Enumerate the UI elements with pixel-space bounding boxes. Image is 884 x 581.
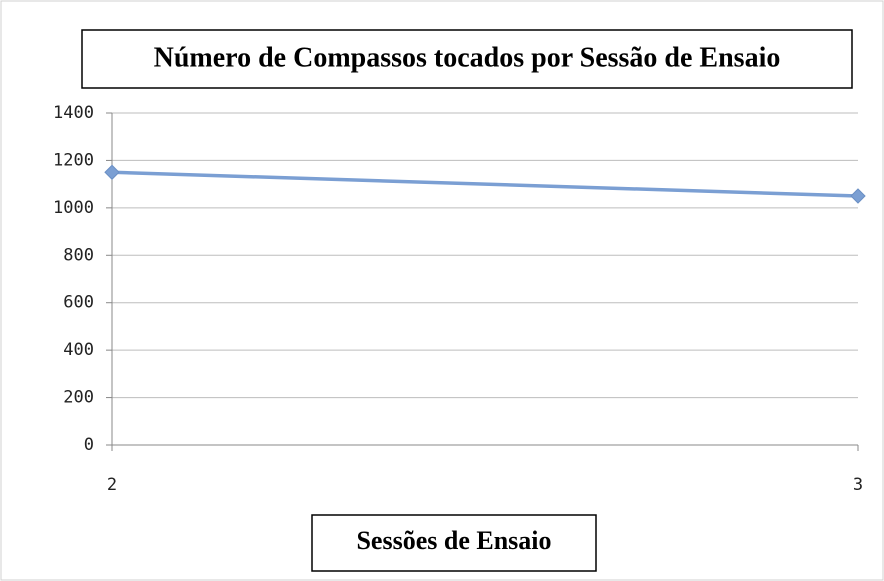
y-tick-label: 0 (84, 435, 94, 455)
y-tick-label: 200 (63, 388, 94, 408)
y-tick-label: 1400 (53, 103, 94, 123)
marker (850, 188, 866, 204)
x-label-box (311, 514, 597, 572)
line (111, 170, 859, 198)
y-tick-label: 1000 (53, 198, 94, 218)
title-box (81, 29, 853, 89)
y-tick-label: 800 (63, 245, 94, 265)
x-tick-label: 2 (107, 475, 117, 495)
marker (104, 164, 120, 180)
x-tick-label: 3 (853, 475, 863, 495)
y-tick-label: 600 (63, 293, 94, 313)
chart-title: Número de Compassos tocados por Sessão d… (154, 42, 781, 73)
y-tick-label: 400 (63, 340, 94, 360)
y-tick-label: 1200 (53, 150, 94, 170)
x-axis-label: Sessões de Ensaio (356, 526, 551, 555)
